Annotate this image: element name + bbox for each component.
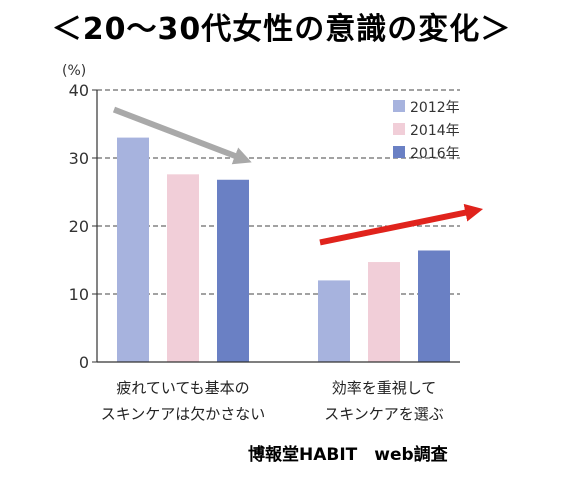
bar xyxy=(318,280,350,362)
bar xyxy=(418,250,450,362)
bar xyxy=(368,262,400,362)
legend-swatch xyxy=(393,146,405,158)
y-tick-label: 20 xyxy=(69,217,89,236)
legend-label: 2012年 xyxy=(410,100,460,116)
legend-label: 2016年 xyxy=(410,146,460,162)
trend-arrow-up xyxy=(319,203,484,246)
category-label: スキンケアを選ぶ xyxy=(324,405,444,423)
category-label: 疲れていても基本の xyxy=(116,379,249,397)
bar xyxy=(117,137,149,362)
legend-swatch xyxy=(393,123,405,135)
y-tick-label: 0 xyxy=(79,353,89,372)
category-label: スキンケアは欠かさない xyxy=(101,405,266,423)
y-tick-label: 10 xyxy=(69,285,89,304)
trend-arrow-down xyxy=(112,106,252,165)
y-tick-label: 40 xyxy=(69,81,89,100)
bar xyxy=(217,179,249,362)
legend-swatch xyxy=(393,100,405,112)
source-note: 博報堂HABIT web調査 xyxy=(248,445,448,465)
legend-label: 2014年 xyxy=(410,123,460,139)
bar xyxy=(167,174,199,362)
y-unit-label: (%) xyxy=(62,63,86,79)
chart-title: ＜20～30代女性の意識の変化＞ xyxy=(51,12,512,47)
y-tick-label: 30 xyxy=(69,149,89,168)
category-label: 効率を重視して xyxy=(332,379,437,397)
